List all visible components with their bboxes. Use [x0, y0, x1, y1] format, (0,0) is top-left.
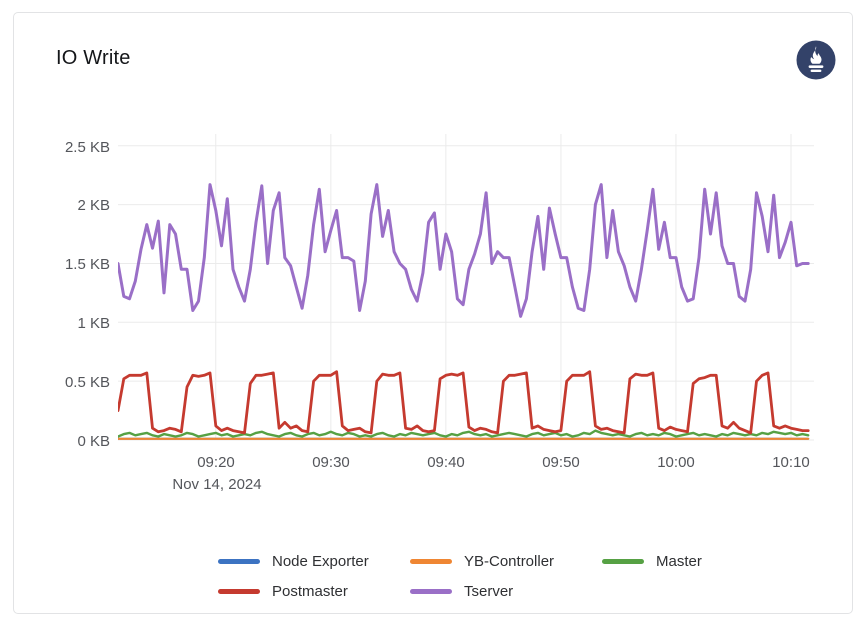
- legend-swatch-icon: [218, 588, 260, 594]
- prometheus-logo-icon[interactable]: [795, 39, 837, 81]
- legend-label: Postmaster: [272, 582, 348, 600]
- chart-legend: Node Exporter YB-Controller Master Postm…: [218, 546, 794, 606]
- legend-item-postmaster[interactable]: Postmaster: [218, 576, 410, 606]
- legend-item-yb-controller[interactable]: YB-Controller: [410, 546, 602, 576]
- legend-label: Node Exporter: [272, 552, 369, 570]
- legend-label: YB-Controller: [464, 552, 555, 570]
- legend-swatch-icon: [218, 558, 260, 564]
- legend-item-tserver[interactable]: Tserver: [410, 576, 602, 606]
- panel-title[interactable]: IO Write: [56, 47, 131, 69]
- legend-swatch-icon: [410, 588, 452, 594]
- chart-plot-area[interactable]: [118, 133, 814, 444]
- legend-label: Master: [656, 552, 702, 570]
- legend-item-node-exporter[interactable]: Node Exporter: [218, 546, 410, 576]
- legend-swatch-icon: [602, 558, 644, 564]
- legend-label: Tserver: [464, 582, 514, 600]
- legend-swatch-icon: [410, 558, 452, 564]
- legend-item-master[interactable]: Master: [602, 546, 794, 576]
